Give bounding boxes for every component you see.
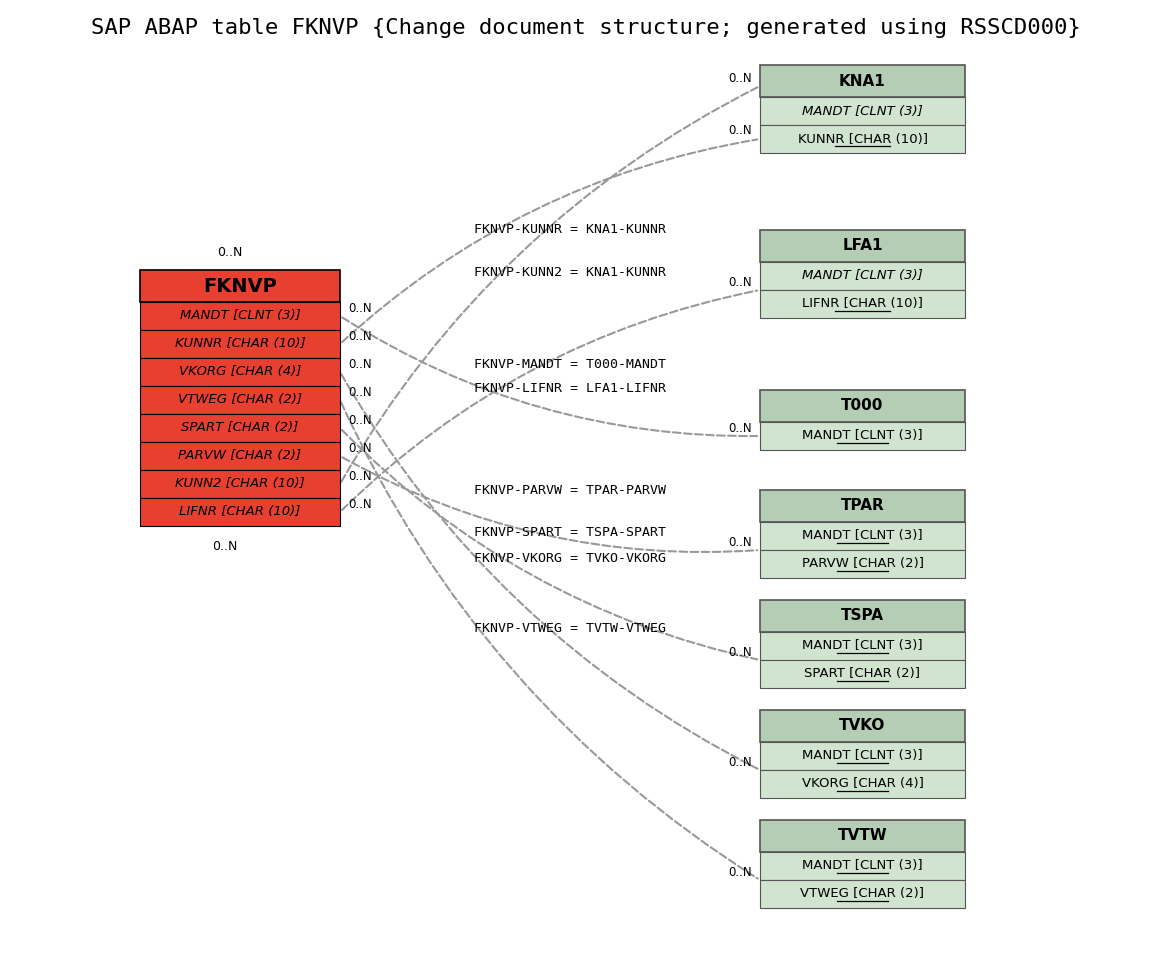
Text: TVTW: TVTW	[838, 829, 887, 843]
Bar	[139, 442, 340, 470]
Bar	[759, 522, 965, 550]
Text: VKORG [CHAR (4)]: VKORG [CHAR (4)]	[179, 366, 301, 378]
Text: VTWEG [CHAR (2)]: VTWEG [CHAR (2)]	[800, 888, 925, 900]
Text: LFA1: LFA1	[843, 238, 883, 254]
Bar	[759, 852, 965, 880]
Bar	[759, 660, 965, 688]
Text: 0..N: 0..N	[728, 536, 752, 548]
Text: FKNVP-SPART = TSPA-SPART: FKNVP-SPART = TSPA-SPART	[473, 526, 666, 538]
Bar	[759, 290, 965, 318]
Text: 0..N: 0..N	[728, 275, 752, 289]
Text: 0..N: 0..N	[728, 866, 752, 878]
Text: 0..N: 0..N	[728, 756, 752, 768]
Text: SPART [CHAR (2)]: SPART [CHAR (2)]	[804, 668, 920, 680]
Text: MANDT [CLNT (3)]: MANDT [CLNT (3)]	[802, 860, 922, 872]
Text: VKORG [CHAR (4)]: VKORG [CHAR (4)]	[802, 778, 924, 790]
Text: MANDT [CLNT (3)]: MANDT [CLNT (3)]	[179, 310, 300, 322]
Text: 0..N: 0..N	[728, 422, 752, 434]
Text: SPART [CHAR (2)]: SPART [CHAR (2)]	[182, 422, 299, 434]
Text: 0..N: 0..N	[348, 442, 372, 455]
Text: MANDT [CLNT (3)]: MANDT [CLNT (3)]	[802, 530, 922, 542]
Text: 0..N: 0..N	[217, 245, 243, 259]
Text: 0..N: 0..N	[348, 329, 372, 343]
Text: MANDT [CLNT (3)]: MANDT [CLNT (3)]	[802, 429, 922, 443]
Bar	[139, 270, 340, 302]
Bar	[139, 414, 340, 442]
Text: TVKO: TVKO	[839, 719, 886, 733]
Bar	[759, 390, 965, 422]
Text: 0..N: 0..N	[348, 385, 372, 399]
Bar	[759, 710, 965, 742]
Text: T000: T000	[841, 399, 884, 413]
FancyArrowPatch shape	[341, 87, 757, 482]
Text: TPAR: TPAR	[840, 499, 885, 513]
Bar	[759, 262, 965, 290]
Text: MANDT [CLNT (3)]: MANDT [CLNT (3)]	[802, 640, 922, 652]
Text: MANDT [CLNT (3)]: MANDT [CLNT (3)]	[802, 750, 922, 762]
Bar	[759, 97, 965, 125]
Text: FKNVP-VKORG = TVKO-VKORG: FKNVP-VKORG = TVKO-VKORG	[473, 553, 666, 565]
Text: 0..N: 0..N	[728, 71, 752, 85]
Bar	[759, 550, 965, 578]
Bar	[759, 770, 965, 798]
FancyArrowPatch shape	[342, 430, 757, 659]
Bar	[759, 742, 965, 770]
Text: MANDT [CLNT (3)]: MANDT [CLNT (3)]	[802, 104, 922, 118]
Text: KUNN2 [CHAR (10)]: KUNN2 [CHAR (10)]	[175, 478, 305, 490]
Bar	[139, 386, 340, 414]
Text: 0..N: 0..N	[728, 124, 752, 137]
Text: FKNVP-KUNN2 = KNA1-KUNNR: FKNVP-KUNN2 = KNA1-KUNNR	[473, 266, 666, 280]
Text: PARVW [CHAR (2)]: PARVW [CHAR (2)]	[802, 558, 924, 570]
Text: SAP ABAP table FKNVP {Change document structure; generated using RSSCD000}: SAP ABAP table FKNVP {Change document st…	[91, 18, 1081, 38]
Text: LIFNR [CHAR (10)]: LIFNR [CHAR (10)]	[802, 297, 922, 311]
Bar	[139, 498, 340, 526]
Bar	[759, 820, 965, 852]
Text: 0..N: 0..N	[348, 357, 372, 371]
Bar	[139, 358, 340, 386]
Text: 0..N: 0..N	[728, 646, 752, 658]
Bar	[759, 600, 965, 632]
Text: FKNVP: FKNVP	[203, 277, 277, 295]
Text: MANDT [CLNT (3)]: MANDT [CLNT (3)]	[802, 269, 922, 283]
FancyArrowPatch shape	[342, 457, 757, 552]
Text: 0..N: 0..N	[348, 301, 372, 315]
Bar	[139, 302, 340, 330]
Bar	[139, 470, 340, 498]
Text: FKNVP-LIFNR = LFA1-LIFNR: FKNVP-LIFNR = LFA1-LIFNR	[473, 382, 666, 396]
Text: LIFNR [CHAR (10)]: LIFNR [CHAR (10)]	[179, 506, 301, 518]
Text: FKNVP-MANDT = T000-MANDT: FKNVP-MANDT = T000-MANDT	[473, 357, 666, 371]
FancyArrowPatch shape	[342, 140, 757, 343]
Text: FKNVP-PARVW = TPAR-PARVW: FKNVP-PARVW = TPAR-PARVW	[473, 484, 666, 498]
Text: KNA1: KNA1	[839, 73, 886, 89]
Text: 0..N: 0..N	[348, 470, 372, 482]
Bar	[759, 880, 965, 908]
Bar	[759, 632, 965, 660]
Bar	[759, 65, 965, 97]
Bar	[759, 125, 965, 153]
Text: KUNNR [CHAR (10)]: KUNNR [CHAR (10)]	[797, 132, 927, 146]
FancyArrowPatch shape	[341, 374, 757, 769]
Text: KUNNR [CHAR (10)]: KUNNR [CHAR (10)]	[175, 338, 306, 350]
Text: 0..N: 0..N	[348, 498, 372, 510]
Text: VTWEG [CHAR (2)]: VTWEG [CHAR (2)]	[178, 394, 302, 406]
FancyArrowPatch shape	[342, 317, 757, 436]
Text: 0..N: 0..N	[348, 413, 372, 427]
Bar	[759, 490, 965, 522]
Text: 0..N: 0..N	[212, 539, 238, 553]
Text: TSPA: TSPA	[841, 609, 884, 623]
FancyArrowPatch shape	[341, 402, 757, 878]
Text: PARVW [CHAR (2)]: PARVW [CHAR (2)]	[178, 450, 301, 462]
Text: FKNVP-VTWEG = TVTW-VTWEG: FKNVP-VTWEG = TVTW-VTWEG	[473, 621, 666, 635]
Text: FKNVP-KUNNR = KNA1-KUNNR: FKNVP-KUNNR = KNA1-KUNNR	[473, 223, 666, 236]
Bar	[139, 330, 340, 358]
Bar	[759, 230, 965, 262]
FancyArrowPatch shape	[342, 290, 757, 510]
Bar	[759, 422, 965, 450]
